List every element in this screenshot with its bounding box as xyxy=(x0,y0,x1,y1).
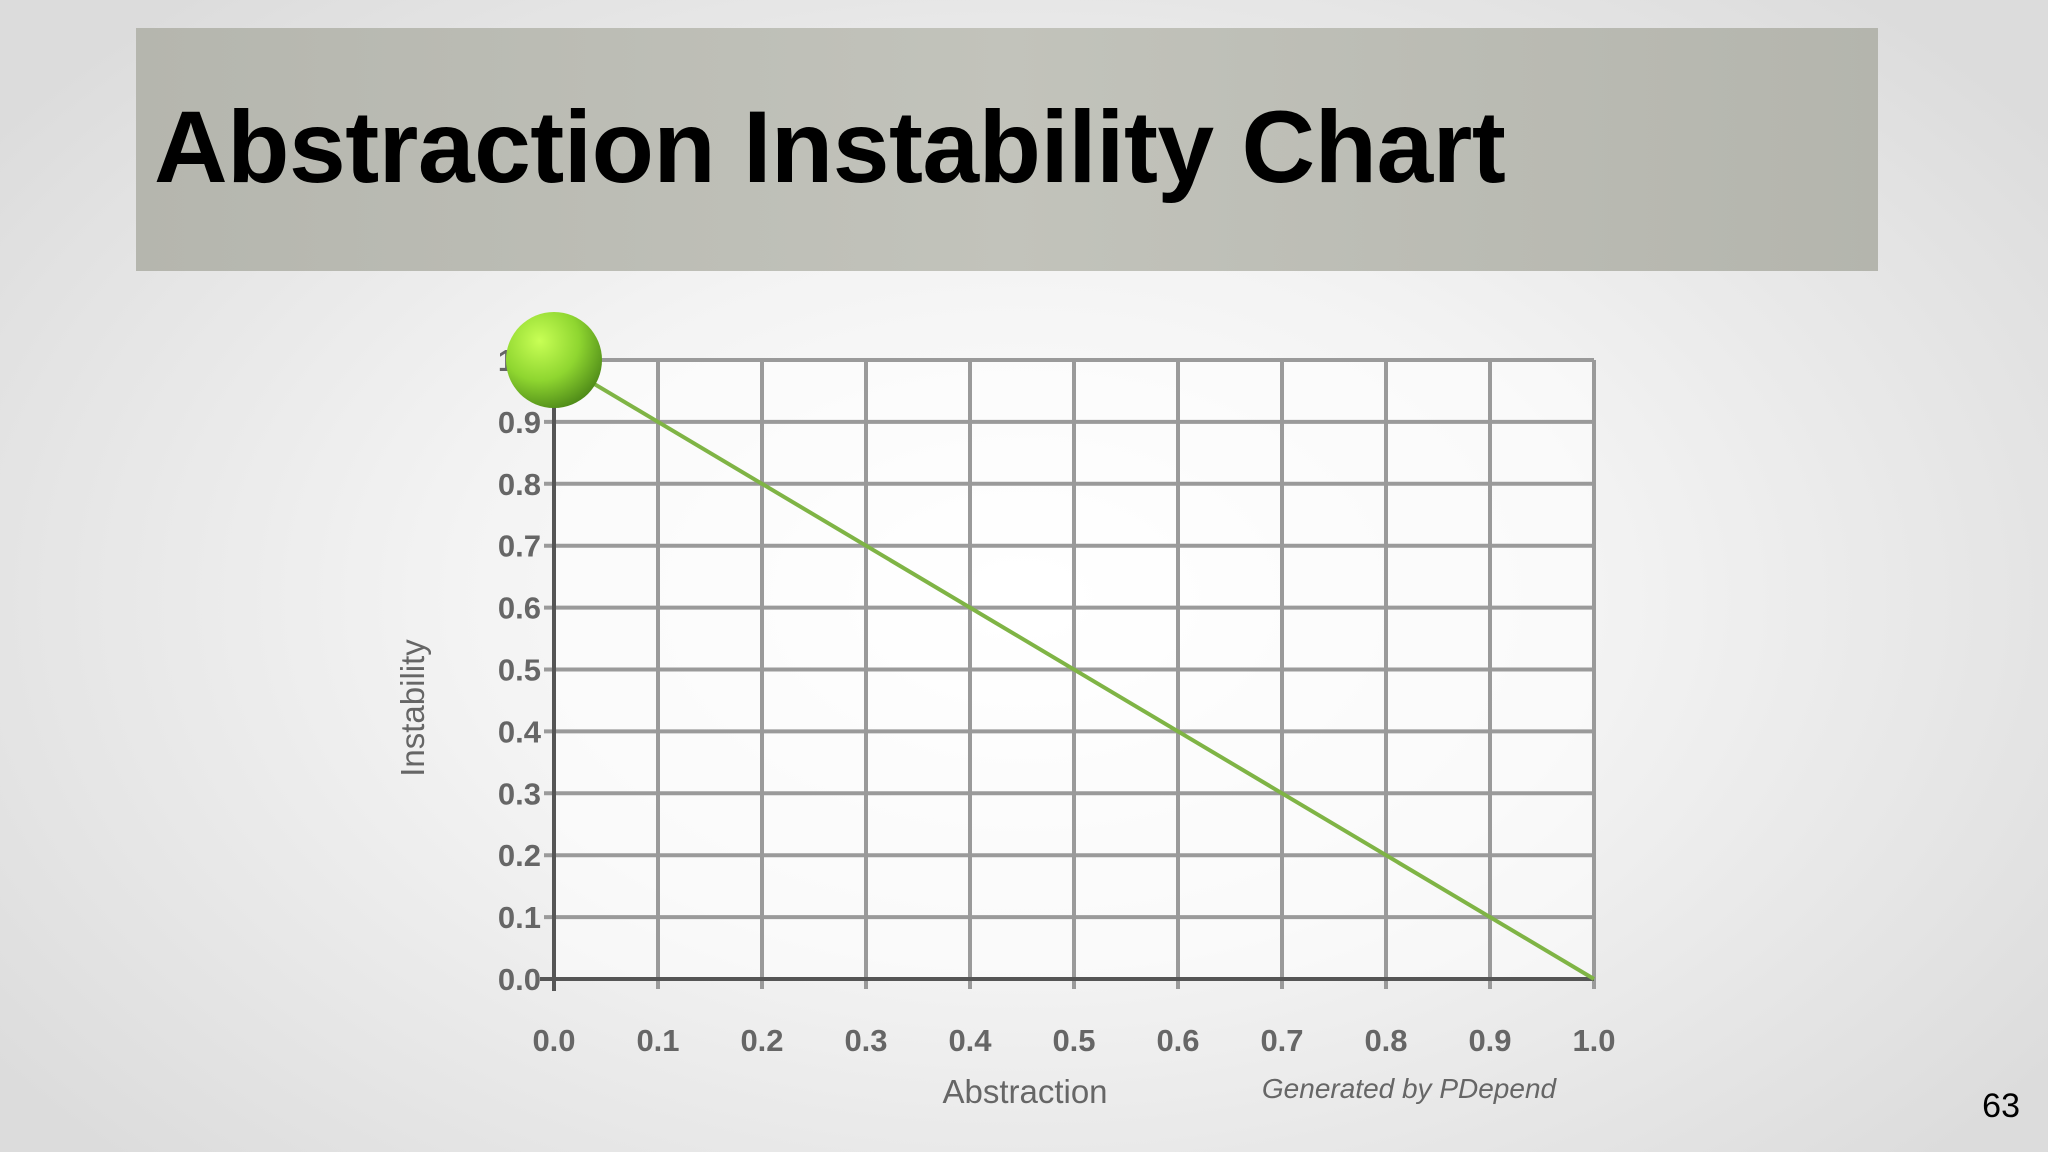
x-tick-label: 0.6 xyxy=(1156,1023,1199,1058)
x-tick-label: 0.1 xyxy=(636,1023,679,1058)
y-tick-label: 0.4 xyxy=(498,714,542,749)
title-bar: Abstraction Instability Chart xyxy=(136,28,1878,271)
x-tick-label: 0.7 xyxy=(1260,1023,1303,1058)
y-tick-label: 0.9 xyxy=(498,405,541,440)
y-tick-label: 0.8 xyxy=(498,467,541,502)
x-tick-label: 0.3 xyxy=(844,1023,887,1058)
y-tick-label: 0.3 xyxy=(498,776,541,811)
x-tick-label: 0.5 xyxy=(1052,1023,1095,1058)
y-tick-label: 0.6 xyxy=(498,591,541,626)
y-tick-label: 0.0 xyxy=(498,962,541,997)
x-tick-label: 0.9 xyxy=(1468,1023,1511,1058)
y-tick-label: 0.7 xyxy=(498,529,541,564)
x-tick-label: 1.0 xyxy=(1572,1023,1615,1058)
x-tick-label: 0.0 xyxy=(532,1023,575,1058)
y-tick-label: 0.2 xyxy=(498,838,541,873)
x-tick-label: 0.2 xyxy=(740,1023,783,1058)
y-tick-label: 0.5 xyxy=(498,653,541,688)
x-axis-label: Abstraction xyxy=(942,1073,1107,1110)
generated-by-credit: Generated by PDepend xyxy=(1262,1073,1558,1104)
x-tick-label: 0.8 xyxy=(1364,1023,1407,1058)
slide-number: 63 xyxy=(1982,1087,2020,1125)
slide-title: Abstraction Instability Chart xyxy=(154,90,1506,204)
y-axis-label: Instability xyxy=(394,639,431,777)
y-tick-label: 0.1 xyxy=(498,900,541,935)
x-tick-label: 0.4 xyxy=(948,1023,992,1058)
main-sequence-line xyxy=(552,358,1596,981)
data-point xyxy=(506,312,602,408)
